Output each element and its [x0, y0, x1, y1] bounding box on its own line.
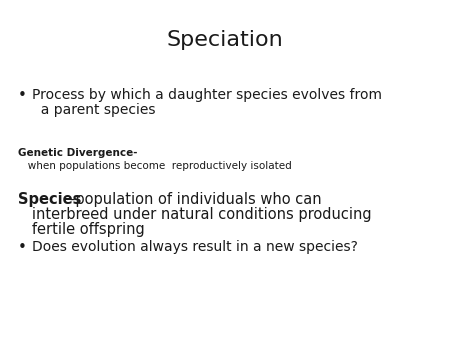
Text: when populations become  reproductively isolated: when populations become reproductively i…: [18, 161, 292, 171]
Text: •: •: [18, 88, 27, 103]
Text: Does evolution always result in a new species?: Does evolution always result in a new sp…: [32, 240, 358, 254]
Text: -population of individuals who can: -population of individuals who can: [70, 192, 322, 207]
Text: fertile offspring: fertile offspring: [18, 222, 145, 237]
Text: interbreed under natural conditions producing: interbreed under natural conditions prod…: [18, 207, 372, 222]
Text: Species: Species: [18, 192, 81, 207]
Text: Process by which a daughter species evolves from: Process by which a daughter species evol…: [32, 88, 382, 102]
Text: Genetic Divergence-: Genetic Divergence-: [18, 148, 138, 158]
Text: Speciation: Speciation: [166, 30, 284, 50]
Text: •: •: [18, 240, 27, 255]
Text: a parent species: a parent species: [32, 103, 156, 117]
